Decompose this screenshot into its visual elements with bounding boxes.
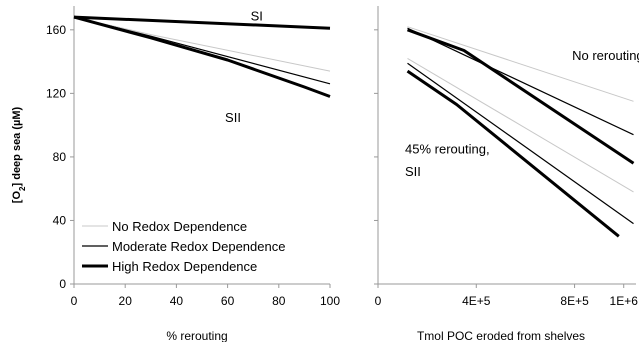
y-tick-label: 160 [46, 23, 66, 37]
legend-label: Moderate Redox Dependence [112, 239, 285, 254]
y-tick-label: 0 [59, 277, 66, 291]
x-tick-label: 8E+5 [560, 294, 589, 308]
series-line-no-redox [407, 57, 634, 193]
x-tick-label: 80 [272, 294, 286, 308]
x-axis-title: Tmol POC eroded from shelves [417, 329, 585, 342]
panel-rerouting: 0 40 80 120 160 0 20 40 60 80 100 % rerouting SI SII N… [46, 6, 340, 343]
series-line-high-redox [73, 15, 331, 98]
annotation-label: No rerouting [572, 48, 639, 63]
panel-poc-eroded: 0 4E+5 8E+5 1E+6 Tmol POC eroded from shelve… [374, 6, 639, 343]
y-tick-label: 40 [53, 213, 67, 227]
series-line-high-redox [73, 15, 331, 30]
series-line-high-redox [406, 69, 620, 238]
legend-label: No Redox Dependence [112, 219, 247, 234]
series-line-moderate-redox [407, 27, 634, 136]
x-tick-label: 0 [71, 294, 78, 308]
x-tick-label: 60 [221, 294, 235, 308]
x-tick-label: 0 [375, 294, 382, 308]
x-tick-label: 4E+5 [462, 294, 491, 308]
x-axis-title: % rerouting [166, 329, 227, 342]
annotation-label: SI [251, 8, 263, 23]
annotation-label: 45% rerouting, [405, 142, 490, 157]
annotation-label: SII [225, 110, 241, 125]
x-tick-label: 40 [170, 294, 184, 308]
x-tick-label: 100 [320, 294, 340, 308]
y-tick-label: 120 [46, 86, 66, 100]
series-line-no-redox [407, 26, 634, 102]
y-axis-label: [O2] deep sea (µM) [11, 106, 27, 203]
x-tick-label: 20 [119, 294, 133, 308]
annotation-label: SII [405, 164, 421, 179]
legend-label: High Redox Dependence [112, 259, 257, 274]
y-tick-label: 80 [53, 150, 67, 164]
x-tick-label: 1E+6 [610, 294, 639, 308]
series-line-high-redox [406, 28, 635, 165]
series-line-moderate-redox [407, 62, 634, 225]
